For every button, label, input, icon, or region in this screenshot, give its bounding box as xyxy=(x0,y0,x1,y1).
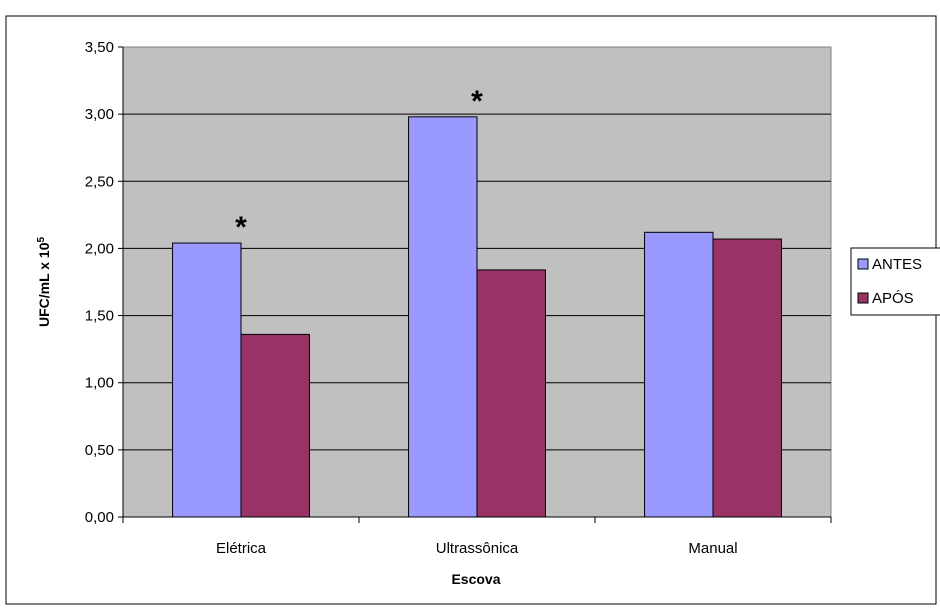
x-tick-labels: Elétrica Ultrassônica Manual xyxy=(216,540,738,557)
y-axis-title: UFC/mL x 105 xyxy=(36,237,53,328)
legend-label: APÓS xyxy=(872,290,914,307)
y-axis-title-exponent: 5 xyxy=(36,237,47,243)
y-tick-label: 0,50 xyxy=(85,442,114,459)
bars xyxy=(172,116,782,518)
x-tick-label: Elétrica xyxy=(216,540,267,557)
x-tick-label: Ultrassônica xyxy=(436,540,519,557)
y-tick-label: 3,00 xyxy=(85,106,114,123)
y-axis-title-base: UFC/mL x 10 xyxy=(36,242,52,327)
y-tick-label: 1,00 xyxy=(85,375,114,392)
y-tick-label: 3,50 xyxy=(85,39,114,56)
legend-swatch xyxy=(857,258,869,270)
legend: ANTES APÓS xyxy=(850,247,940,316)
x-axis-title: Escova xyxy=(451,571,500,587)
axes xyxy=(118,46,832,523)
y-tick-labels: 0,00 0,50 1,00 1,50 2,00 2,50 3,00 3,50 xyxy=(85,39,114,526)
y-tick-label: 1,50 xyxy=(85,308,114,325)
significance-marker: * xyxy=(471,85,483,118)
x-tick-label: Manual xyxy=(688,540,737,557)
significance-marker: * xyxy=(235,211,247,244)
y-tick-label: 2,00 xyxy=(85,240,114,257)
bar-ultrassonica-antes xyxy=(408,116,478,518)
y-tick-label: 2,50 xyxy=(85,173,114,190)
annotations: ** xyxy=(235,85,483,244)
legend-swatch xyxy=(857,292,869,304)
legend-label: ANTES xyxy=(872,256,922,273)
y-tick-label: 0,00 xyxy=(85,509,114,526)
bar-eletrica-apos xyxy=(240,333,310,518)
bar-manual-apos xyxy=(712,238,782,518)
bar-eletrica-antes xyxy=(172,242,242,518)
bar-manual-antes xyxy=(644,231,714,518)
bar-ultrassonica-apos xyxy=(476,269,546,518)
